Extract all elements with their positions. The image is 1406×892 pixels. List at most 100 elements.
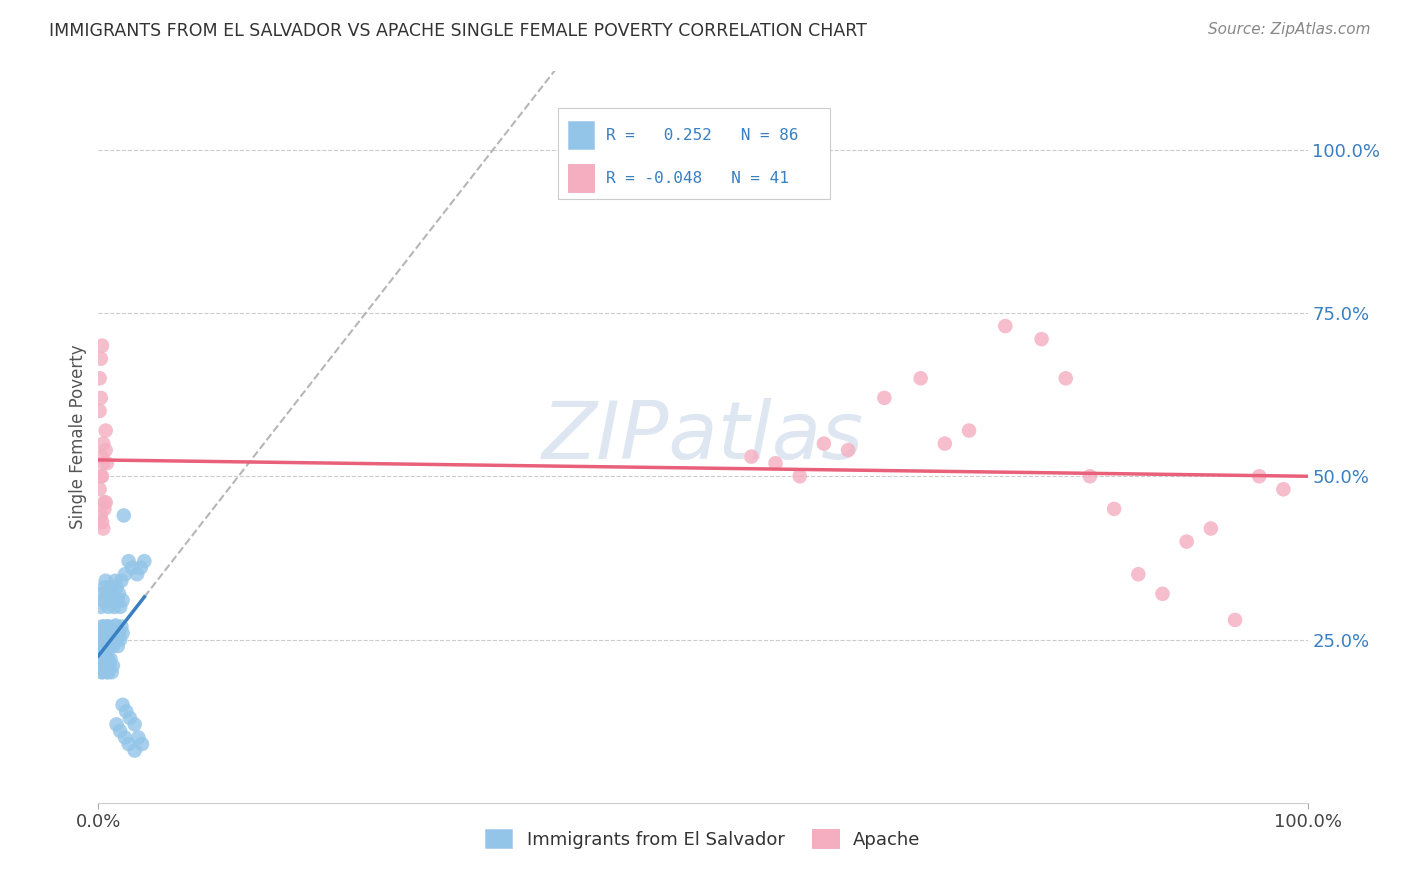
Point [94,443,117,458]
Point [813,436,835,450]
Point [957,424,980,438]
Point [98,639,121,653]
Point [101,593,124,607]
Point [103,626,125,640]
Point [94,495,117,509]
Point [93,632,115,647]
Point [108,626,131,640]
Point [91,658,114,673]
Point [127,731,149,745]
Point [93,619,115,633]
Point [91,515,114,529]
Point [994,319,1017,334]
Point [115,705,138,719]
Point [118,737,141,751]
Point [124,717,146,731]
Point [910,371,932,385]
Point [96,665,118,680]
Point [89,371,111,385]
Text: ZIPatlas: ZIPatlas [541,398,865,476]
Point [105,632,128,647]
Point [100,652,122,666]
Point [97,652,120,666]
Point [93,652,115,666]
Point [765,456,787,470]
Point [97,665,120,680]
Point [118,711,141,725]
Point [1272,483,1295,497]
Point [94,424,117,438]
Text: R = -0.048   N = 41: R = -0.048 N = 41 [606,170,789,186]
Point [1152,587,1174,601]
Point [100,580,122,594]
Point [108,723,131,738]
Point [1199,521,1222,535]
Point [96,587,118,601]
Point [97,619,120,633]
Point [105,630,128,644]
Point [108,587,131,601]
Point [100,632,122,647]
Point [108,632,131,647]
Point [100,587,122,601]
Point [91,665,114,680]
Point [98,658,121,673]
Point [90,599,112,614]
Point [1249,469,1271,483]
Point [1102,502,1125,516]
Point [110,619,132,633]
Point [114,731,136,745]
Point [111,626,134,640]
Point [94,646,117,660]
Point [91,626,114,640]
FancyBboxPatch shape [568,121,595,149]
Point [90,652,112,666]
Point [90,632,112,647]
Point [94,626,117,640]
Point [104,618,127,632]
Point [90,351,112,366]
Point [91,521,114,535]
Point [124,743,146,757]
Point [91,593,114,607]
Point [97,599,120,614]
Point [1223,613,1246,627]
Point [91,619,114,633]
Point [111,593,134,607]
Point [110,574,132,588]
FancyBboxPatch shape [558,108,830,200]
Point [93,495,115,509]
Point [114,567,136,582]
Point [91,665,114,680]
Point [91,469,114,483]
Point [934,436,956,450]
Point [90,469,112,483]
Point [97,619,120,633]
Point [112,508,135,523]
Point [96,652,118,666]
Point [90,508,112,523]
Point [129,560,152,574]
Point [1031,332,1053,346]
Point [93,502,115,516]
Point [91,639,114,653]
Point [94,632,117,647]
Point [91,436,114,450]
Point [98,626,121,640]
Point [134,554,156,568]
Point [105,717,128,731]
Point [94,574,117,588]
Point [1054,371,1077,385]
Point [121,560,143,574]
Y-axis label: Single Female Poverty: Single Female Poverty [69,345,87,529]
Point [90,626,112,640]
Point [93,658,115,673]
Point [91,456,114,470]
Point [100,632,122,647]
Point [89,646,111,660]
Point [127,567,149,582]
Point [101,658,124,673]
Point [96,632,118,647]
Point [91,339,114,353]
Point [104,574,127,588]
